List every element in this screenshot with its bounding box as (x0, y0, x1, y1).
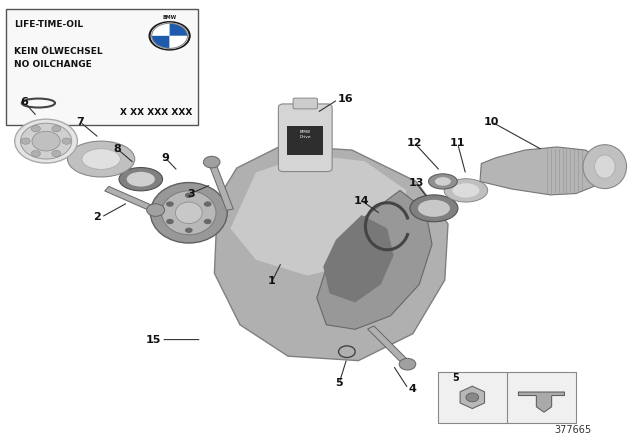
Polygon shape (170, 195, 214, 228)
Circle shape (62, 138, 71, 144)
Bar (287, 126, 323, 155)
Ellipse shape (150, 183, 227, 243)
Wedge shape (152, 23, 170, 36)
Circle shape (166, 202, 174, 207)
Ellipse shape (452, 183, 479, 198)
Ellipse shape (583, 145, 627, 189)
Circle shape (32, 131, 60, 151)
Text: NO OILCHANGE: NO OILCHANGE (14, 60, 92, 69)
Polygon shape (208, 161, 234, 211)
Text: 11: 11 (450, 138, 465, 148)
Polygon shape (323, 215, 394, 302)
Circle shape (52, 151, 61, 157)
FancyBboxPatch shape (6, 9, 198, 125)
Polygon shape (460, 386, 484, 409)
Polygon shape (105, 186, 157, 212)
Ellipse shape (429, 174, 457, 189)
Text: 14: 14 (354, 196, 369, 206)
Circle shape (185, 193, 193, 198)
Ellipse shape (161, 191, 216, 235)
Text: X XX XXX XXX: X XX XXX XXX (120, 108, 192, 117)
Wedge shape (170, 23, 188, 36)
Text: 12: 12 (407, 138, 422, 148)
Text: LIFE-TIME-OIL: LIFE-TIME-OIL (14, 20, 83, 29)
Bar (438, 372, 576, 423)
Ellipse shape (15, 119, 77, 163)
Ellipse shape (82, 149, 120, 169)
Text: 9: 9 (161, 153, 169, 163)
Circle shape (31, 151, 40, 157)
Text: 5: 5 (452, 373, 459, 383)
FancyBboxPatch shape (278, 104, 332, 172)
Polygon shape (230, 155, 406, 276)
Text: 2: 2 (93, 212, 101, 222)
Circle shape (204, 219, 211, 224)
Circle shape (31, 125, 40, 132)
Ellipse shape (68, 141, 135, 177)
Wedge shape (152, 36, 170, 48)
Text: 16: 16 (338, 95, 353, 104)
Circle shape (150, 22, 189, 49)
Ellipse shape (175, 202, 202, 224)
Text: 1: 1 (268, 276, 276, 286)
Circle shape (21, 138, 30, 144)
Circle shape (204, 156, 220, 168)
Ellipse shape (119, 168, 163, 191)
Text: 377665: 377665 (554, 426, 591, 435)
Polygon shape (480, 147, 605, 195)
Text: KEIN ÖLWECHSEL: KEIN ÖLWECHSEL (14, 47, 102, 56)
Ellipse shape (410, 195, 458, 222)
Text: 13: 13 (408, 178, 424, 188)
Text: 7: 7 (76, 117, 84, 127)
Text: 5: 5 (335, 378, 343, 388)
Ellipse shape (127, 172, 155, 186)
Circle shape (204, 202, 211, 207)
Ellipse shape (444, 179, 488, 202)
Text: 10: 10 (484, 117, 499, 127)
Circle shape (166, 219, 174, 224)
Text: BMW
Drive: BMW Drive (300, 130, 311, 139)
Text: 15: 15 (146, 335, 161, 345)
Ellipse shape (435, 177, 451, 186)
FancyBboxPatch shape (293, 98, 317, 109)
Text: BMW: BMW (163, 15, 177, 20)
Polygon shape (214, 146, 448, 361)
Circle shape (52, 125, 61, 132)
Circle shape (148, 21, 191, 51)
Circle shape (399, 358, 416, 370)
Circle shape (185, 228, 193, 233)
Text: 6: 6 (20, 97, 28, 107)
Circle shape (466, 393, 479, 402)
Text: 4: 4 (408, 384, 416, 394)
Polygon shape (367, 326, 411, 366)
Text: 8: 8 (113, 144, 121, 154)
Ellipse shape (418, 200, 450, 217)
Polygon shape (518, 392, 564, 412)
Ellipse shape (595, 155, 615, 178)
Polygon shape (317, 190, 432, 329)
Circle shape (147, 204, 164, 216)
Wedge shape (170, 36, 188, 48)
Text: 3: 3 (187, 189, 195, 198)
Circle shape (20, 123, 72, 159)
